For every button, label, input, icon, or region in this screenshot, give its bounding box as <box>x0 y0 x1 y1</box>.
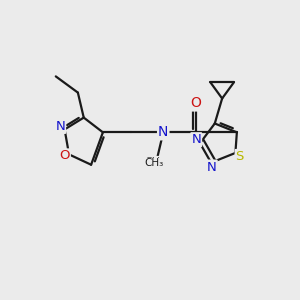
Text: N: N <box>207 160 217 174</box>
Text: CH₃: CH₃ <box>144 157 165 167</box>
Text: N: N <box>191 133 201 146</box>
Text: O: O <box>190 97 201 110</box>
Text: CH₃: CH₃ <box>145 158 164 168</box>
Text: N: N <box>158 125 168 139</box>
Text: N: N <box>55 120 65 133</box>
Text: S: S <box>236 150 244 163</box>
Text: O: O <box>59 149 70 162</box>
